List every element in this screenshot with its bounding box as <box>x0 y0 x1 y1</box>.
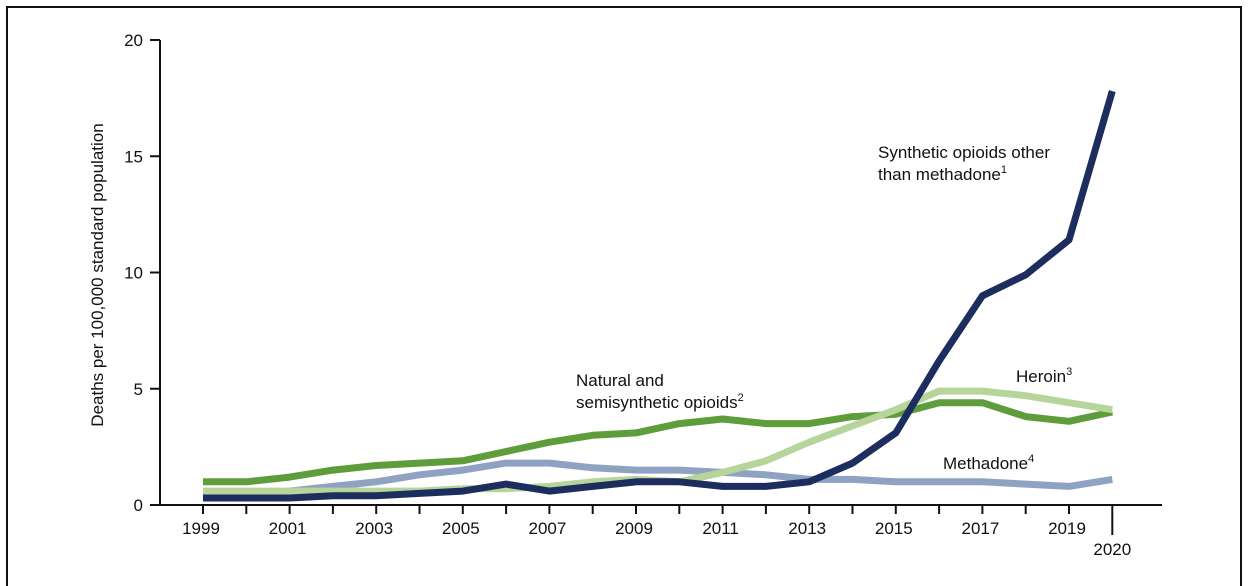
series-labels: Synthetic opioids other than methadone1 Na… <box>576 143 1072 473</box>
x-tick-label: 2013 <box>788 519 826 538</box>
x-tick-label: 2009 <box>615 519 653 538</box>
series-lines <box>202 90 1116 502</box>
series-label-heroin: Heroin3 <box>1016 366 1072 386</box>
y-tick-label: 5 <box>134 380 143 399</box>
x-tick-label: 2020 <box>1093 540 1131 559</box>
y-tick-label: 10 <box>124 264 143 283</box>
y-tick-label: 20 <box>124 31 143 50</box>
x-tick-label: 2019 <box>1048 519 1086 538</box>
series-label-methadone: Methadone4 <box>943 453 1034 473</box>
x-tick-label: 2005 <box>442 519 480 538</box>
y-axis-label: Deaths per 100,000 standard population <box>88 123 107 426</box>
chart-axes: 0 5 10 15 20 1999 2001 2003 2005 2007 2009 2011 2013… <box>124 31 1162 559</box>
x-tick-label: 2003 <box>355 519 393 538</box>
series-line-methadone <box>202 459 1113 502</box>
series-line-natural <box>203 399 1114 486</box>
x-tick-label: 2015 <box>875 519 913 538</box>
series-line-synthetic <box>203 90 1116 502</box>
x-tick-label: 2007 <box>528 519 566 538</box>
x-tick-label: 2011 <box>702 519 739 538</box>
x-tick-label: 1999 <box>182 519 220 538</box>
chart-frame <box>6 6 1242 586</box>
y-tick-label: 15 <box>124 147 143 166</box>
x-tick-label: 2017 <box>961 519 999 538</box>
series-label-natural: Natural and semisynthetic opioids2 <box>576 371 744 412</box>
series-label-synthetic: Synthetic opioids other than methadone1 <box>878 143 1050 184</box>
x-tick-label: 2001 <box>269 519 307 538</box>
y-tick-label: 0 <box>134 496 143 515</box>
